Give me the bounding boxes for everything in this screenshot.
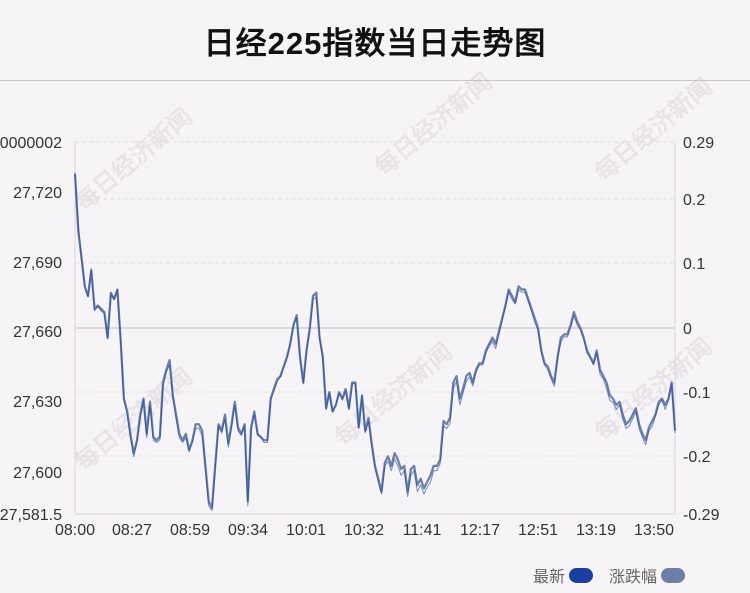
y-right-tick-label: -0.29 [683, 507, 720, 524]
legend-latest-label: 最新 [533, 569, 566, 586]
y-left-tick-label: 0000002 [0, 135, 62, 152]
legend-latest: 最新 [533, 563, 594, 587]
y-right-tick-label: 0.1 [683, 256, 705, 273]
title-divider [0, 80, 750, 81]
y-left-tick-label: 27,630 [13, 394, 62, 411]
y-right-tick-label: 0 [683, 321, 692, 338]
x-tick-label: 11:41 [403, 522, 442, 539]
x-tick-label: 10:01 [286, 522, 326, 539]
y-right-tick-label: -0.2 [683, 449, 711, 466]
series-line-latest [74, 172, 676, 512]
chart-title: 日经225指数当日走势图 [203, 26, 547, 61]
y-right-tick-label: -0.1 [683, 385, 711, 402]
y-left-tick-label: 27,600 [13, 465, 62, 482]
legend-change-label: 涨跌幅 [609, 569, 658, 586]
x-tick-label: 12:51 [518, 522, 558, 539]
legend-change: 涨跌幅 [609, 563, 686, 587]
x-tick-label: 10:32 [344, 522, 384, 539]
y-left-tick-label: 27,690 [13, 255, 62, 272]
y-left-tick-label: 27,581.5 [0, 507, 62, 524]
legend-latest-swatch [569, 567, 594, 583]
y-left-tick-label: 27,720 [13, 185, 62, 202]
x-tick-label: 08:00 [55, 522, 95, 539]
x-tick-label: 13:50 [634, 522, 674, 539]
y-left-tick-label: 27,660 [13, 324, 62, 341]
y-right-tick-label: 0.29 [683, 135, 714, 152]
y-right-tick-label: 0.2 [683, 192, 705, 209]
x-tick-label: 08:59 [170, 522, 210, 539]
legend-change-swatch [661, 567, 686, 583]
x-tick-label: 12:17 [460, 522, 500, 539]
x-tick-label: 09:34 [228, 522, 268, 539]
x-tick-label: 08:27 [112, 522, 152, 539]
series-line-change [73, 174, 677, 509]
x-tick-label: 13:19 [576, 522, 616, 539]
